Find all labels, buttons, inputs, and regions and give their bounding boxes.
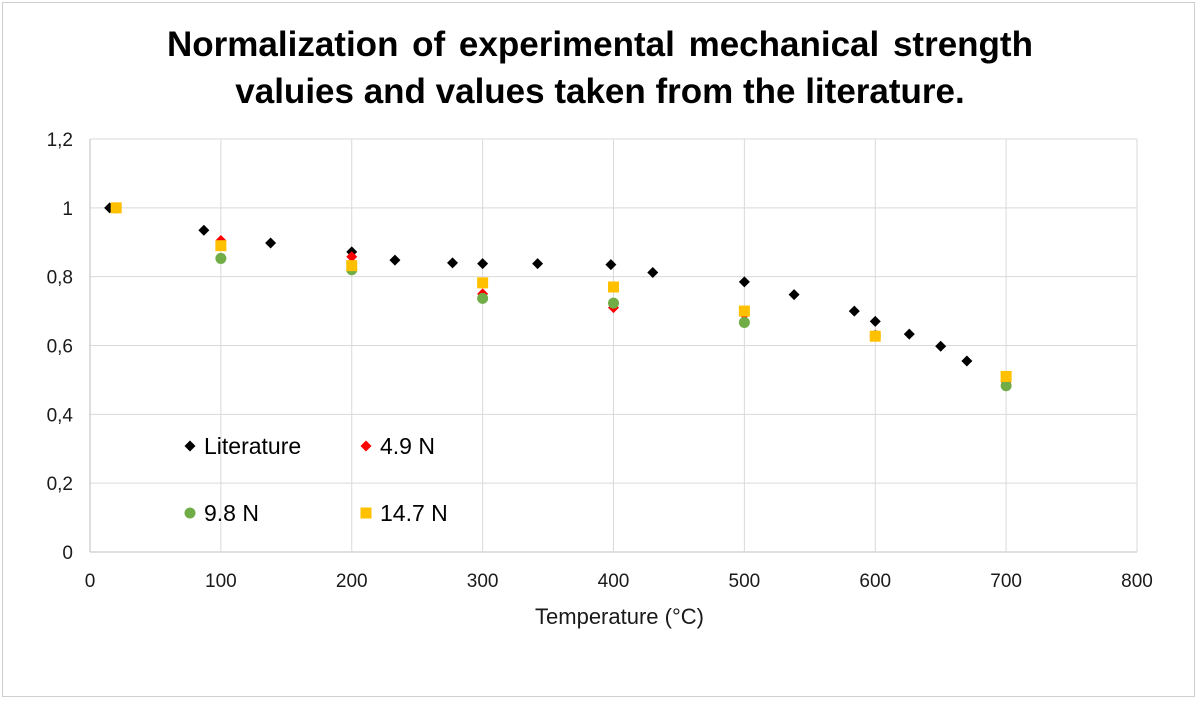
legend-label-14-7-n: 14.7 N [380,500,448,526]
y-tick-label: 1,2 [47,130,73,151]
data-point-literature [935,340,947,352]
x-tick-label: 600 [859,571,891,592]
data-point-literature [198,224,210,236]
x-tick-label: 300 [467,571,499,592]
data-point-14-7-n [738,305,750,317]
data-point-literature [961,355,973,367]
data-point-literature [477,258,489,270]
data-point-14-7-n [1000,370,1012,382]
legend-marker-4-9-n [360,440,372,452]
data-point-literature [848,305,860,317]
x-tick-label: 100 [205,571,237,592]
data-point-14-7-n [346,260,358,272]
legend-label-literature: Literature [204,433,301,459]
data-point-literature [265,237,277,249]
data-point-literature [788,289,800,301]
chart-title-line-2: valuies and values taken from the litera… [235,72,965,111]
legend-label-4-9-n: 4.9 N [380,433,435,459]
y-tick-label: 0,8 [47,268,73,289]
tick-labels: 0 0,2 0,4 0,6 0,8 1 1,2 0 100 200 300 400 500 600 700 8… [47,130,1153,592]
data-point-4-9-n [346,251,358,263]
data-point-literature [532,258,544,270]
legend-marker-literature [184,440,196,452]
x-tick-label: 800 [1121,571,1153,592]
x-tick-label: 700 [990,571,1022,592]
x-tick-label: 0 [85,571,96,592]
data-point-9-8-n [608,297,619,309]
data-point-literature [389,254,401,266]
data-point-14-7-n [477,277,489,289]
x-tick-label: 400 [598,571,630,592]
legend-marker-9-8-n [184,507,196,519]
legend-label-9-8-n: 9.8 N [204,500,259,526]
x-axis-title: Temperature (°C) [535,604,704,629]
data-point-literature [605,259,617,271]
data-point-literature [869,315,881,327]
y-tick-label: 1 [62,199,73,220]
y-tick-label: 0,4 [47,405,74,426]
gridlines [89,138,1138,553]
y-tick-label: 0 [62,543,73,564]
data-point-literature [738,276,750,288]
data-point-14-7-n [215,240,227,252]
y-tick-label: 0,6 [47,337,73,358]
x-tick-label: 200 [336,571,368,592]
legend-marker-14-7-n [360,507,372,519]
data-point-9-8-n [477,292,489,304]
data-point-14-7-n [110,202,122,214]
y-tick-label: 0,2 [47,474,73,495]
data-point-literature [447,257,459,269]
data-point-14-7-n [608,281,619,293]
data-points [104,202,1012,392]
data-point-9-8-n [738,316,750,328]
data-point-9-8-n [215,252,227,264]
data-point-literature [647,267,659,279]
x-tick-label: 500 [729,571,761,592]
data-point-9-8-n [1000,380,1012,392]
data-point-14-7-n [869,330,881,342]
legend: Literature 4.9 N 9.8 N 14.7 N [184,433,448,526]
chart-title-line-1: Normalization of experimental mechanical… [167,25,1033,64]
data-point-literature [903,328,915,340]
